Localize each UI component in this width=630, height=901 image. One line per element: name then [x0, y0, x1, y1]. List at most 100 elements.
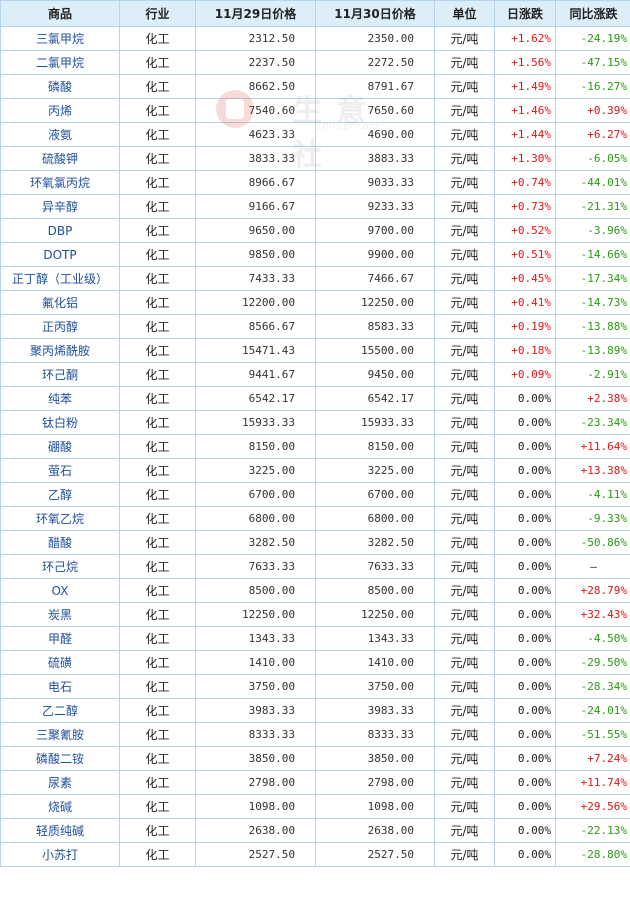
product-name-link[interactable]: DOTP — [0, 242, 120, 267]
table-row: 硫磺 化工 1410.00 1410.00 元/吨 0.00% -29.50% — [0, 650, 630, 675]
product-name-link[interactable]: 炭黑 — [0, 602, 120, 627]
unit-cell: 元/吨 — [434, 266, 495, 291]
table-row: 二氯甲烷 化工 2237.50 2272.50 元/吨 +1.56% -47.15% — [0, 50, 630, 75]
unit-cell: 元/吨 — [434, 74, 495, 99]
industry-cell: 化工 — [119, 722, 196, 747]
yoy-change-cell: -14.66% — [555, 242, 630, 267]
table-row: 正丙醇 化工 8566.67 8583.33 元/吨 +0.19% -13.88% — [0, 314, 630, 339]
header-price-nov30[interactable]: 11月30日价格 — [315, 0, 435, 27]
product-name-link[interactable]: 小苏打 — [0, 842, 120, 867]
header-industry[interactable]: 行业 — [119, 0, 196, 27]
table-row: DOTP 化工 9850.00 9900.00 元/吨 +0.51% -14.66% — [0, 242, 630, 267]
product-name-link[interactable]: 异辛醇 — [0, 194, 120, 219]
header-row: 商品 行业 11月29日价格 11月30日价格 单位 日涨跌 同比涨跌 — [0, 0, 630, 27]
price-nov29-cell: 12200.00 — [195, 290, 316, 315]
day-change-cell: +0.73% — [494, 194, 556, 219]
header-yoy-change[interactable]: 同比涨跌 — [555, 0, 630, 27]
product-name-link[interactable]: 磷酸二铵 — [0, 746, 120, 771]
price-nov29-cell: 2527.50 — [195, 842, 316, 867]
product-name-link[interactable]: 正丙醇 — [0, 314, 120, 339]
product-name-link[interactable]: 环己烷 — [0, 554, 120, 579]
unit-cell: 元/吨 — [434, 770, 495, 795]
header-price-nov29[interactable]: 11月29日价格 — [195, 0, 316, 27]
product-name-link[interactable]: 醋酸 — [0, 530, 120, 555]
yoy-change-cell: -28.80% — [555, 842, 630, 867]
price-nov30-cell: 3983.33 — [315, 698, 435, 723]
table-row: DBP 化工 9650.00 9700.00 元/吨 +0.52% -3.96% — [0, 218, 630, 243]
product-name-link[interactable]: 乙醇 — [0, 482, 120, 507]
industry-cell: 化工 — [119, 338, 196, 363]
product-name-link[interactable]: DBP — [0, 218, 120, 243]
product-name-link[interactable]: 三氯甲烷 — [0, 26, 120, 51]
industry-cell: 化工 — [119, 818, 196, 843]
table-body: 三氯甲烷 化工 2312.50 2350.00 元/吨 +1.62% -24.19% 二氯甲烷… — [0, 26, 630, 867]
table-header: 商品 行业 11月29日价格 11月30日价格 单位 日涨跌 同比涨跌 — [0, 0, 630, 27]
industry-cell: 化工 — [119, 218, 196, 243]
price-nov30-cell: 12250.00 — [315, 290, 435, 315]
industry-cell: 化工 — [119, 410, 196, 435]
price-nov29-cell: 3282.50 — [195, 530, 316, 555]
product-name-link[interactable]: 乙二醇 — [0, 698, 120, 723]
product-name-link[interactable]: 丙烯 — [0, 98, 120, 123]
header-unit[interactable]: 单位 — [434, 0, 495, 27]
yoy-change-cell: -4.11% — [555, 482, 630, 507]
price-nov29-cell: 3850.00 — [195, 746, 316, 771]
product-name-link[interactable]: 正丁醇（工业级） — [0, 266, 120, 291]
header-day-change[interactable]: 日涨跌 — [494, 0, 556, 27]
product-name-link[interactable]: 环己酮 — [0, 362, 120, 387]
table-row: 聚丙烯酰胺 化工 15471.43 15500.00 元/吨 +0.18% -13.89% — [0, 338, 630, 363]
yoy-change-cell: -4.50% — [555, 626, 630, 651]
product-name-link[interactable]: 硼酸 — [0, 434, 120, 459]
yoy-change-cell: -14.73% — [555, 290, 630, 315]
product-name-link[interactable]: 甲醛 — [0, 626, 120, 651]
product-name-link[interactable]: 聚丙烯酰胺 — [0, 338, 120, 363]
unit-cell: 元/吨 — [434, 674, 495, 699]
product-name-link[interactable]: 电石 — [0, 674, 120, 699]
product-name-link[interactable]: 萤石 — [0, 458, 120, 483]
yoy-change-cell: -13.89% — [555, 338, 630, 363]
unit-cell: 元/吨 — [434, 554, 495, 579]
day-change-cell: 0.00% — [494, 770, 556, 795]
day-change-cell: 0.00% — [494, 794, 556, 819]
table-row: 纯苯 化工 6542.17 6542.17 元/吨 0.00% +2.38% — [0, 386, 630, 411]
product-name-link[interactable]: 磷酸 — [0, 74, 120, 99]
unit-cell: 元/吨 — [434, 50, 495, 75]
product-name-link[interactable]: 硫磺 — [0, 650, 120, 675]
product-name-link[interactable]: 硫酸钾 — [0, 146, 120, 171]
product-name-link[interactable]: 三聚氰胺 — [0, 722, 120, 747]
yoy-change-cell: -44.01% — [555, 170, 630, 195]
unit-cell: 元/吨 — [434, 170, 495, 195]
price-nov30-cell: 4690.00 — [315, 122, 435, 147]
price-nov30-cell: 2638.00 — [315, 818, 435, 843]
unit-cell: 元/吨 — [434, 818, 495, 843]
price-nov30-cell: 15500.00 — [315, 338, 435, 363]
price-nov29-cell: 1343.33 — [195, 626, 316, 651]
product-name-link[interactable]: 氟化铝 — [0, 290, 120, 315]
yoy-change-cell: -9.33% — [555, 506, 630, 531]
price-nov29-cell: 2798.00 — [195, 770, 316, 795]
yoy-change-cell: +28.79% — [555, 578, 630, 603]
product-name-link[interactable]: 液氨 — [0, 122, 120, 147]
table-row: 氟化铝 化工 12200.00 12250.00 元/吨 +0.41% -14.73% — [0, 290, 630, 315]
product-name-link[interactable]: 环氧氯丙烷 — [0, 170, 120, 195]
industry-cell: 化工 — [119, 266, 196, 291]
product-name-link[interactable]: 轻质纯碱 — [0, 818, 120, 843]
product-name-link[interactable]: 尿素 — [0, 770, 120, 795]
product-name-link[interactable]: OX — [0, 578, 120, 603]
product-name-link[interactable]: 烧碱 — [0, 794, 120, 819]
product-name-link[interactable]: 环氧乙烷 — [0, 506, 120, 531]
price-nov30-cell: 7650.60 — [315, 98, 435, 123]
price-nov29-cell: 8966.67 — [195, 170, 316, 195]
unit-cell: 元/吨 — [434, 506, 495, 531]
header-name[interactable]: 商品 — [0, 0, 120, 27]
price-nov29-cell: 6800.00 — [195, 506, 316, 531]
industry-cell: 化工 — [119, 122, 196, 147]
day-change-cell: +1.46% — [494, 98, 556, 123]
product-name-link[interactable]: 钛白粉 — [0, 410, 120, 435]
table-row: 烧碱 化工 1098.00 1098.00 元/吨 0.00% +29.56% — [0, 794, 630, 819]
price-table: 商品 行业 11月29日价格 11月30日价格 单位 日涨跌 同比涨跌 三氯甲烷… — [0, 0, 630, 867]
price-nov30-cell: 9900.00 — [315, 242, 435, 267]
yoy-change-cell: -13.88% — [555, 314, 630, 339]
product-name-link[interactable]: 二氯甲烷 — [0, 50, 120, 75]
product-name-link[interactable]: 纯苯 — [0, 386, 120, 411]
